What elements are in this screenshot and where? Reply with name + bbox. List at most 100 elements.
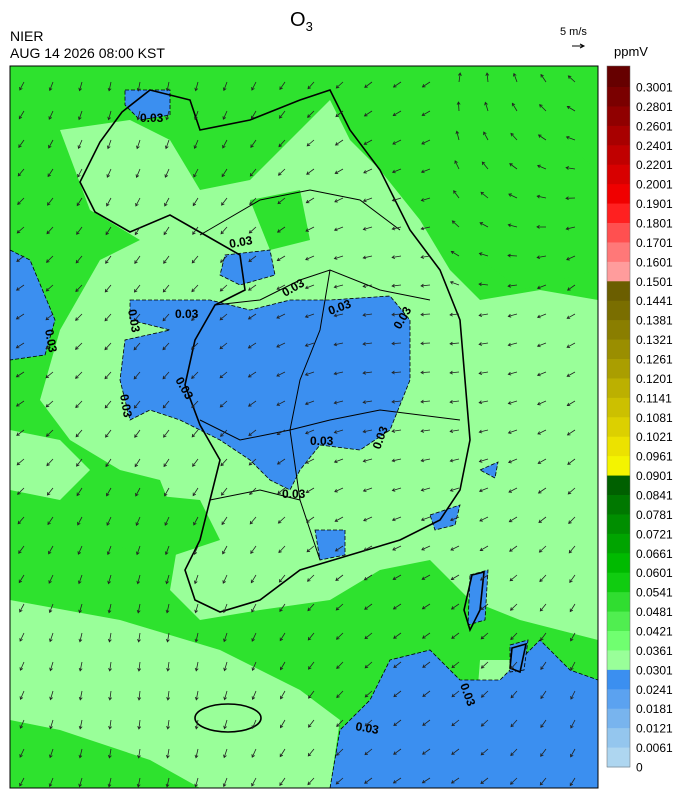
wind-arrow [478,400,489,405]
wind-arrow [166,748,170,759]
wind-arrow [540,632,547,641]
wind-arrow [567,487,576,495]
wind-arrow [194,748,199,759]
wind-arrow [305,255,315,261]
wind-arrow [362,313,373,317]
wind-arrow [566,371,576,377]
wind-arrow [222,81,228,92]
wind-arrow [221,168,228,178]
wind-arrow [334,139,344,146]
colorbar-swatch [607,66,630,88]
wind-arrow [509,777,518,785]
wind-arrow [137,632,141,643]
colorbar-swatch [607,223,630,243]
wind-arrow [363,110,373,117]
contour-label: 0.03 [282,487,306,501]
wind-arrow [420,283,431,288]
colorbar-swatch [607,145,630,166]
province-borders [199,189,461,561]
wind-arrow [191,400,199,409]
colorbar-swatch [607,747,630,768]
wind-arrow [420,197,431,202]
wind-arrow [75,255,83,264]
title-base: O [290,9,306,31]
colorbar-swatch [607,378,630,399]
wind-arrow [566,105,576,112]
wind-arrow [451,220,460,228]
wind-arrow [165,81,170,92]
wind-arrow [19,748,25,758]
colorbar-label: 0.0661 [636,547,673,561]
wind-arrow [537,134,547,141]
wind-arrow [565,166,576,170]
wind-arrow [336,690,344,699]
wind-arrow [422,661,431,668]
wind-arrow [334,516,344,522]
wind-arrow [164,197,170,207]
colorbar-frame [606,65,631,768]
wind-arrow [219,371,228,379]
wind-arrow [421,110,431,116]
colorbar-label: 0.0181 [636,702,673,716]
wind-arrow [449,312,460,317]
wind-arrow [420,487,431,492]
wind-arrow [278,574,286,583]
wind-arrow [107,632,112,643]
wind-arrow [306,139,315,147]
wind-arrow [449,516,460,522]
wind-arrow [107,777,112,788]
wind-arrow [536,225,547,229]
wind-arrow [248,255,257,263]
colorbar-swatch [607,397,630,418]
agency: NIER [10,28,43,44]
wind-arrow [333,284,344,289]
wind-arrow [392,574,402,580]
wind-arrow [78,690,83,701]
wind-arrow [364,81,373,88]
wind-arrow [279,748,286,758]
wind-arrow [49,748,54,759]
wind-arrow [276,255,286,262]
wind-arrow [251,748,257,758]
wind-arrow [162,284,170,293]
wind-arrow [106,487,112,497]
wind-arrow [485,72,490,83]
wind-arrow [393,719,402,727]
wind-arrow [48,139,54,149]
wind-arrow [251,719,257,729]
wind-arrow [307,777,315,786]
wind-arrow [391,399,402,404]
wind-arrow [305,429,315,435]
wind-vectors [15,72,576,788]
colorbar-swatch [607,106,630,127]
wind-arrow [537,458,547,464]
colorbar-swatch [607,281,630,302]
colorbar-swatch [607,533,630,554]
wind-arrow [77,139,83,149]
wind-arrow [479,574,489,581]
wind-arrow [333,226,344,232]
wind-arrow [480,632,489,640]
wind-arrow [305,487,315,494]
wind-arrow [108,661,112,672]
colorbar-label: 0.1141 [636,391,672,405]
wind-arrow [77,168,83,178]
wind-arrow [304,313,315,318]
wind-arrow [15,371,25,378]
wind-arrow [219,400,228,408]
wind-arrow [164,139,170,150]
wind-arrow [137,690,142,701]
wind-arrow [278,139,286,148]
wind-arrow [222,110,228,120]
wind-arrow [45,342,54,350]
wind-arrow [536,284,547,290]
wind-arrow [536,342,547,348]
wind-arrow [509,163,518,170]
wind-arrow [392,139,402,145]
wind-arrow [77,516,83,526]
wind-arrow [568,545,576,554]
wind-arrow [49,719,54,730]
colorbar-swatch [607,611,630,632]
wind-arrow [451,719,460,727]
wind-arrow [278,545,286,554]
